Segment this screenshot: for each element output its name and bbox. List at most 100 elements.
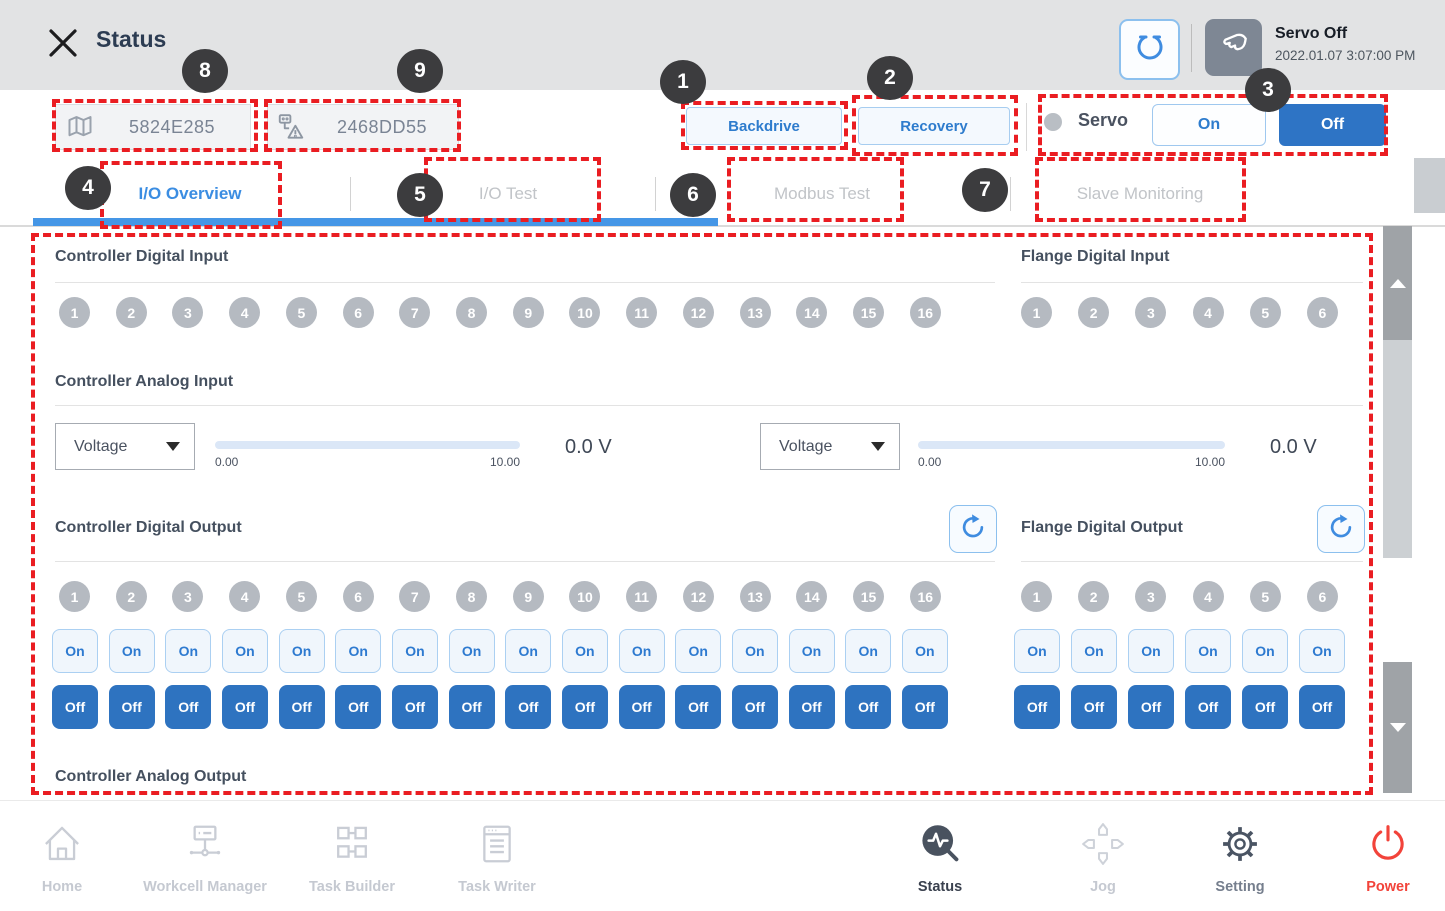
scroll-up-button[interactable] <box>1383 226 1412 340</box>
io-channel-indicator: 2 <box>115 581 147 612</box>
section-controller-analog-input: Controller Analog Input <box>55 373 234 390</box>
output-on-button[interactable]: On <box>278 629 325 673</box>
tab-modbus-test[interactable]: Modbus Test <box>773 184 871 203</box>
output-on-button[interactable]: On <box>165 629 212 673</box>
scroll-down-button[interactable] <box>1383 662 1412 793</box>
output-on-button[interactable]: On <box>1071 629 1117 673</box>
callout-1: 1 <box>660 60 706 104</box>
toolbar-divider <box>1026 103 1027 151</box>
analog-input-mode-select-2[interactable]: Voltage <box>760 423 900 470</box>
io-channel-indicator: 12 <box>682 581 714 612</box>
output-off-button[interactable]: Off <box>561 685 608 729</box>
tab-io-test[interactable]: I/O Test <box>478 184 538 203</box>
tab-slave-monitoring[interactable]: Slave Monitoring <box>1076 184 1204 203</box>
io-channel-indicator: 1 <box>59 581 90 612</box>
output-on-button[interactable]: On <box>108 629 155 673</box>
controller-output-on-row: On On On On On On On On On On On On On On On On <box>52 629 948 673</box>
output-on-button[interactable]: On <box>52 629 98 673</box>
output-on-button[interactable]: On <box>1128 629 1174 673</box>
backdrive-button[interactable]: Backdrive <box>686 107 842 145</box>
output-on-button[interactable]: On <box>901 629 948 673</box>
nav-label: Workcell Manager <box>143 879 267 895</box>
section-divider <box>55 282 995 283</box>
output-off-button[interactable]: Off <box>1299 685 1345 729</box>
io-channel-indicator: 9 <box>512 581 544 612</box>
output-on-button[interactable]: On <box>391 629 438 673</box>
output-off-button[interactable]: Off <box>221 685 268 729</box>
nav-power[interactable]: Power <box>1303 813 1445 895</box>
output-on-button[interactable]: On <box>1014 629 1060 673</box>
close-button[interactable] <box>44 24 82 62</box>
servo-label: Servo <box>1078 110 1129 130</box>
output-off-button[interactable]: Off <box>788 685 835 729</box>
output-on-button[interactable]: On <box>448 629 495 673</box>
output-on-button[interactable]: On <box>731 629 778 673</box>
nav-workcell-manager[interactable]: Workcell Manager <box>120 813 290 895</box>
io-channel-indicator: 2 <box>1078 581 1110 612</box>
refresh-icon <box>959 513 987 546</box>
nav-jog[interactable]: Jog <box>1018 813 1188 895</box>
output-on-button[interactable]: On <box>505 629 552 673</box>
nav-home[interactable]: Home <box>0 813 147 895</box>
io-channel-indicator: 4 <box>1192 581 1224 612</box>
gripper-tool-button[interactable] <box>1119 19 1180 80</box>
io-channel-indicator: 9 <box>512 297 544 328</box>
output-off-button[interactable]: Off <box>618 685 665 729</box>
nav-task-builder[interactable]: Task Builder <box>267 813 437 895</box>
nav-label: Status <box>917 879 963 895</box>
output-off-button[interactable]: Off <box>448 685 495 729</box>
output-off-button[interactable]: Off <box>675 685 722 729</box>
output-on-button[interactable]: On <box>788 629 835 673</box>
safety-id-field[interactable]: 2468DD55 <box>267 104 459 150</box>
io-channel-indicator: 3 <box>172 297 204 328</box>
output-off-button[interactable]: Off <box>1014 685 1060 729</box>
nav-task-writer[interactable]: Task Writer <box>412 813 582 895</box>
output-off-button[interactable]: Off <box>1185 685 1231 729</box>
nav-status[interactable]: Status <box>855 813 1025 895</box>
output-off-button[interactable]: Off <box>1242 685 1288 729</box>
io-channel-indicator: 1 <box>59 297 90 328</box>
tabbar-bottom-line <box>0 225 1445 227</box>
output-off-button[interactable]: Off <box>278 685 325 729</box>
output-on-button[interactable]: On <box>335 629 382 673</box>
program-id-field[interactable]: 5824E285 <box>55 104 251 150</box>
output-off-button[interactable]: Off <box>1128 685 1174 729</box>
scrollbar-thumb[interactable] <box>1383 340 1412 558</box>
output-on-button[interactable]: On <box>845 629 892 673</box>
output-off-button[interactable]: Off <box>391 685 438 729</box>
nav-setting[interactable]: Setting <box>1155 813 1325 895</box>
refresh-controller-output-button[interactable] <box>949 505 997 553</box>
output-off-button[interactable]: Off <box>731 685 778 729</box>
output-off-button[interactable]: Off <box>165 685 212 729</box>
io-channel-indicator: 11 <box>626 297 658 328</box>
section-divider <box>55 405 1363 406</box>
output-off-button[interactable]: Off <box>845 685 892 729</box>
tab-io-overview[interactable]: I/O Overview <box>138 184 242 203</box>
output-off-button[interactable]: Off <box>505 685 552 729</box>
analog-input-mode-select-1[interactable]: Voltage <box>55 423 195 470</box>
output-on-button[interactable]: On <box>675 629 722 673</box>
output-on-button[interactable]: On <box>1185 629 1231 673</box>
output-off-button[interactable]: Off <box>52 685 98 729</box>
refresh-flange-output-button[interactable] <box>1317 505 1365 553</box>
controller-digital-output-channels: 1 2 3 4 5 6 7 8 9 10 11 12 13 14 15 16 <box>59 581 941 612</box>
output-on-button[interactable]: On <box>561 629 608 673</box>
servo-on-button[interactable]: On <box>1152 104 1266 146</box>
output-off-button[interactable]: Off <box>108 685 155 729</box>
analog-mode-value: Voltage <box>74 437 128 455</box>
output-off-button[interactable]: Off <box>1071 685 1117 729</box>
section-divider <box>1021 282 1363 283</box>
hand-guide-button[interactable] <box>1205 19 1262 76</box>
output-on-button[interactable]: On <box>618 629 665 673</box>
recovery-button[interactable]: Recovery <box>858 107 1010 145</box>
output-off-button[interactable]: Off <box>335 685 382 729</box>
servo-off-button[interactable]: Off <box>1279 104 1386 146</box>
output-off-button[interactable]: Off <box>901 685 948 729</box>
chevron-down-icon <box>166 442 180 451</box>
output-on-button[interactable]: On <box>1299 629 1345 673</box>
callout-3: 3 <box>1245 68 1291 112</box>
output-on-button[interactable]: On <box>221 629 268 673</box>
analog-max-label: 10.00 <box>1194 455 1225 469</box>
output-on-button[interactable]: On <box>1242 629 1288 673</box>
